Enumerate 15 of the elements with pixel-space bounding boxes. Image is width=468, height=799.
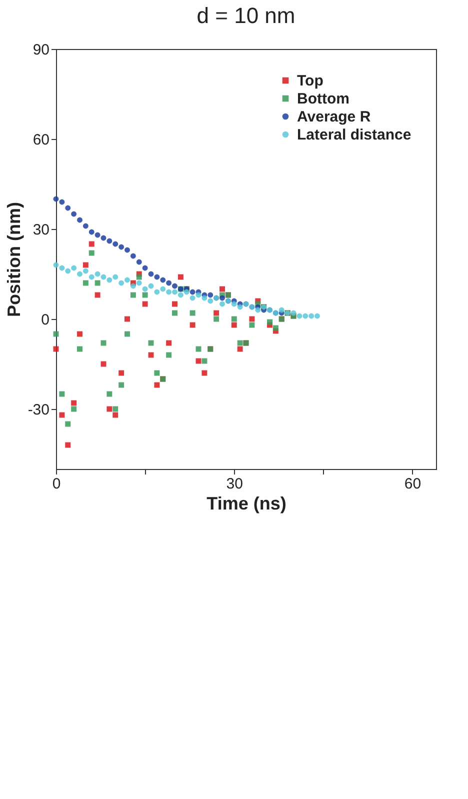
x-axis-title: Time (ns) <box>206 494 286 514</box>
x-tick-label: 60 <box>404 476 422 492</box>
y-tick-label: -30 <box>28 402 50 418</box>
chart-title: d = 10 nm <box>196 3 296 28</box>
legend-label: Average R <box>297 108 371 126</box>
legend-label: Top <box>297 72 324 90</box>
legend-label: Lateral distance <box>297 126 412 144</box>
legend-label: Bottom <box>297 90 350 108</box>
y-tick-label: 30 <box>32 222 50 238</box>
x-tick-label: 0 <box>52 476 61 492</box>
y-tick-label: 60 <box>32 132 50 148</box>
x-tick-label: 30 <box>226 476 243 492</box>
y-axis-title: Position (nm) <box>4 202 24 317</box>
y-tick-label: 0 <box>41 312 50 328</box>
y-tick-label: 90 <box>32 42 50 58</box>
